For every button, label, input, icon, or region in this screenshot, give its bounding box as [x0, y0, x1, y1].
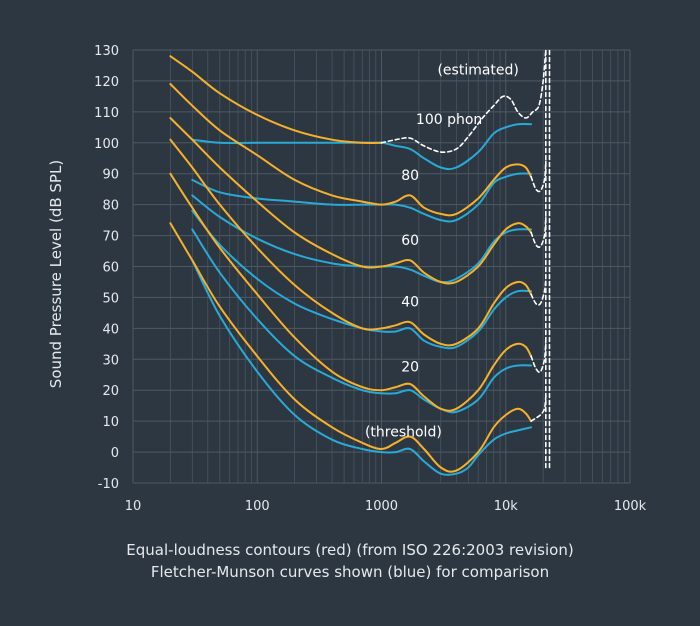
y-tick-label: 60	[102, 261, 119, 276]
annotation-4: 40	[401, 295, 419, 311]
series-group	[169, 49, 551, 476]
iso-curve-1	[169, 172, 533, 412]
fletcher-curve-7	[191, 228, 533, 414]
iso-curve-5	[169, 55, 383, 145]
estimated-curve-17	[530, 395, 547, 422]
estimated-curve-14	[530, 216, 547, 248]
y-tick-label: 130	[94, 44, 119, 59]
x-tick-label: 10	[125, 499, 142, 514]
annotation-0: (estimated)	[437, 63, 518, 79]
x-tick-label: 1000	[365, 499, 398, 514]
y-tick-label: 90	[102, 168, 119, 183]
estimated-curve-16	[530, 339, 547, 373]
y-tick-label: 50	[102, 291, 119, 306]
annotation-6: (threshold)	[365, 425, 442, 441]
fletcher-curve-9	[191, 194, 533, 284]
x-tick-labels: 10 100 1000 10k 100k	[125, 499, 647, 514]
caption-line-2: Fletcher-Munson curves shown (blue) for …	[150, 563, 550, 581]
fletcher-curve-11	[191, 122, 533, 171]
iso-curve-2	[169, 138, 533, 347]
y-tick-label: 10	[102, 415, 119, 430]
annotation-3: 60	[401, 233, 419, 249]
x-tick-label: 100	[245, 499, 270, 514]
y-tick-labels: -10 0 10 20 30 40 50 60 70 80 90 100 110 120 130	[94, 44, 119, 492]
y-tick-label: 120	[94, 75, 119, 90]
iso-curve-3	[169, 117, 533, 285]
y-axis-label: Sound Pressure Level (dB SPL)	[47, 160, 65, 388]
annotation-2: 80	[401, 168, 419, 184]
y-tick-label: 20	[102, 384, 119, 399]
iso-curve-0	[169, 222, 533, 473]
y-tick-label: 40	[102, 322, 119, 337]
y-tick-label: 0	[111, 446, 119, 461]
x-tick-label: 10k	[494, 499, 519, 514]
y-tick-label: 110	[94, 106, 119, 121]
fletcher-curve-8	[191, 209, 533, 350]
fletcher-curve-10	[191, 172, 533, 223]
estimated-curve-12	[380, 49, 547, 154]
annotation-1: 100 phon	[416, 112, 482, 128]
estimated-curve-13	[530, 160, 547, 193]
y-tick-label: 100	[94, 137, 119, 152]
annotation-5: 20	[401, 360, 419, 376]
annotations: (estimated) 100 phon 80 60 40 20 (threshold)	[365, 63, 519, 441]
fletcher-curve-6	[191, 259, 533, 476]
x-tick-label: 100k	[614, 499, 647, 514]
y-tick-label: 30	[102, 353, 119, 368]
y-tick-label: -10	[98, 477, 119, 492]
iso-curve-4	[169, 83, 533, 217]
caption-line-1: Equal-loudness contours (red) (from ISO …	[126, 541, 574, 559]
y-tick-label: 80	[102, 199, 119, 214]
y-tick-label: 70	[102, 230, 119, 245]
estimated-curve-15	[530, 278, 547, 306]
